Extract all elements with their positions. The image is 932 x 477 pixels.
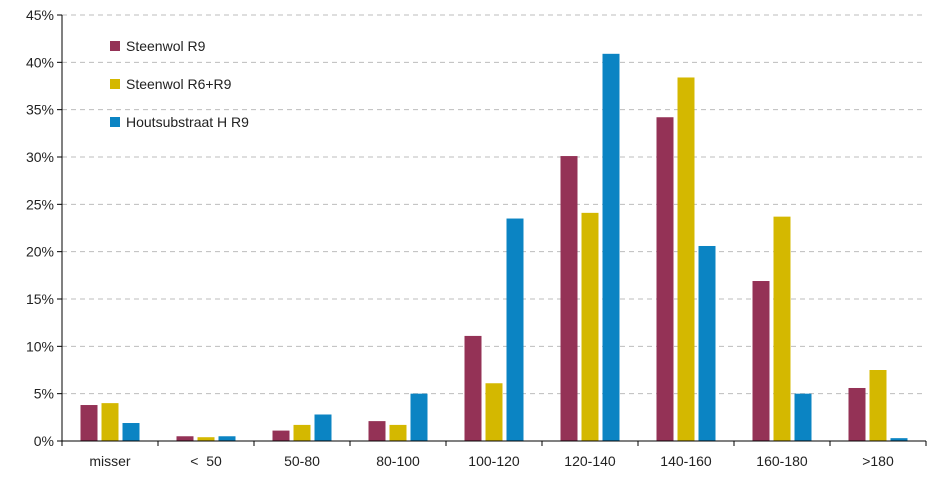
bar xyxy=(176,436,194,441)
bar xyxy=(368,421,386,441)
bar xyxy=(272,430,290,441)
x-tick-label: < 50 xyxy=(190,453,222,469)
bar xyxy=(80,405,98,441)
legend-swatch xyxy=(110,117,120,127)
legend: Steenwol R9 Steenwol R6+R9 Houtsubstraat H… xyxy=(110,38,249,130)
y-tick-label: 45% xyxy=(26,7,54,23)
bar xyxy=(773,216,791,441)
axes xyxy=(61,15,926,442)
legend-swatch xyxy=(110,41,120,51)
y-tick-label: 15% xyxy=(26,291,54,307)
bar xyxy=(197,437,215,441)
bar xyxy=(410,393,428,441)
bar xyxy=(656,117,674,442)
x-tick-label: misser xyxy=(89,453,131,469)
x-tick-label: >180 xyxy=(862,453,894,469)
bar xyxy=(506,218,524,441)
bar xyxy=(581,212,599,441)
legend-label: Houtsubstraat H R9 xyxy=(126,114,249,130)
bar xyxy=(218,436,236,441)
legend-label: Steenwol R9 xyxy=(126,38,206,54)
bar xyxy=(122,423,140,441)
bar xyxy=(464,335,482,441)
y-tick-label: 10% xyxy=(26,338,54,354)
bar xyxy=(677,77,695,441)
x-tick-label: 80-100 xyxy=(376,453,420,469)
bar xyxy=(890,438,908,441)
y-tick-label: 0% xyxy=(34,433,54,449)
legend-label: Steenwol R6+R9 xyxy=(126,76,232,92)
bar xyxy=(602,53,620,442)
gridlines xyxy=(62,14,926,395)
bars xyxy=(80,53,908,442)
bar xyxy=(293,424,311,441)
bar xyxy=(101,403,119,441)
y-tick-label: 40% xyxy=(26,54,54,70)
y-tick-label: 30% xyxy=(26,149,54,165)
legend-swatch xyxy=(110,79,120,89)
x-axis-ticks: misser < 50 50-80 80-100 100-120 120-140 140-1… xyxy=(61,441,927,469)
y-axis-ticks: 0% 5% 10% 15% 20% 25% 30% 35% 40% 45% xyxy=(26,7,62,449)
x-tick-label: 120-140 xyxy=(564,453,616,469)
bar xyxy=(794,393,812,441)
bar xyxy=(752,281,770,441)
x-tick-label: 160-180 xyxy=(756,453,808,469)
x-tick-label: 100-120 xyxy=(468,453,520,469)
x-tick-label: 50-80 xyxy=(284,453,320,469)
y-tick-label: 25% xyxy=(26,196,54,212)
x-tick-label: 140-160 xyxy=(660,453,712,469)
bar xyxy=(869,370,887,441)
bar xyxy=(848,387,866,441)
bar xyxy=(560,156,578,441)
bar xyxy=(389,424,407,441)
y-tick-label: 20% xyxy=(26,244,54,260)
bar xyxy=(314,414,332,441)
y-tick-label: 5% xyxy=(34,386,54,402)
y-tick-label: 35% xyxy=(26,102,54,118)
bar xyxy=(485,383,503,441)
bar xyxy=(698,245,716,441)
